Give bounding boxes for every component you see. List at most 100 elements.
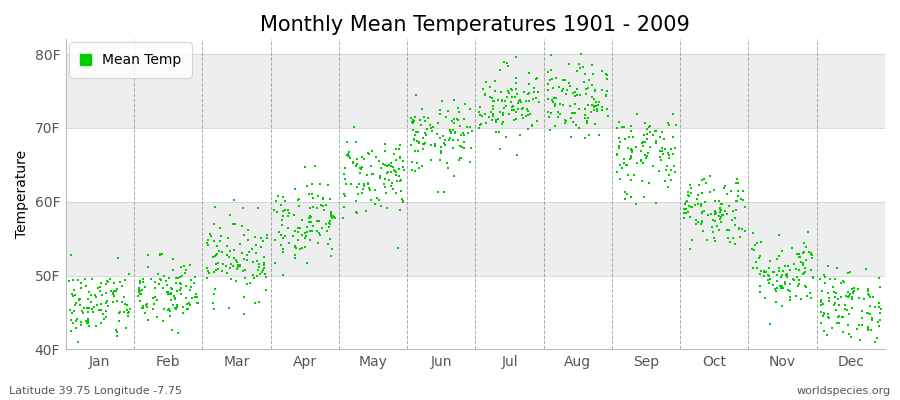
Point xyxy=(323,209,338,215)
Point xyxy=(233,262,248,269)
Point xyxy=(775,248,789,254)
Point xyxy=(94,284,108,290)
Point xyxy=(547,101,562,108)
Point xyxy=(508,116,523,122)
Point xyxy=(67,308,81,314)
Point xyxy=(457,138,472,145)
Point xyxy=(850,326,864,332)
Point xyxy=(201,242,215,248)
Point xyxy=(395,164,410,171)
Point xyxy=(762,280,777,287)
Point xyxy=(378,176,392,183)
Point xyxy=(595,87,609,93)
Point xyxy=(655,145,670,152)
Point xyxy=(166,256,181,263)
Point xyxy=(770,272,784,278)
Point xyxy=(64,317,78,323)
Point xyxy=(292,195,306,202)
Point xyxy=(232,262,247,268)
Point xyxy=(521,91,535,98)
Point xyxy=(305,191,320,198)
Point xyxy=(844,294,859,300)
Point xyxy=(94,320,108,327)
Point xyxy=(230,259,244,266)
Point xyxy=(444,128,458,135)
Point xyxy=(852,336,867,343)
Point xyxy=(636,160,651,166)
Point xyxy=(184,284,199,291)
Point xyxy=(298,244,312,250)
Point xyxy=(543,76,557,83)
Point xyxy=(842,293,856,300)
Point xyxy=(721,235,735,242)
Point xyxy=(698,208,712,214)
Point xyxy=(435,98,449,104)
Point xyxy=(250,258,265,264)
Point xyxy=(373,173,387,179)
Point xyxy=(365,170,380,177)
Point xyxy=(589,103,603,110)
Point xyxy=(396,198,410,204)
Point xyxy=(457,116,472,122)
Point xyxy=(861,326,876,333)
Point xyxy=(339,139,354,146)
Point xyxy=(322,220,337,226)
Point xyxy=(783,267,797,274)
Point xyxy=(320,240,335,247)
Point xyxy=(299,233,313,240)
Point xyxy=(212,248,226,255)
Point xyxy=(446,120,461,126)
Point xyxy=(303,213,318,219)
Point xyxy=(68,292,82,298)
Point xyxy=(521,108,535,115)
Point xyxy=(300,224,314,230)
Point xyxy=(120,302,134,308)
Point xyxy=(859,266,873,272)
Point xyxy=(239,251,254,258)
Point xyxy=(301,228,315,235)
Point xyxy=(389,157,403,164)
Text: Latitude 39.75 Longitude -7.75: Latitude 39.75 Longitude -7.75 xyxy=(9,386,182,396)
Point xyxy=(544,67,558,74)
Point xyxy=(230,262,245,268)
Point xyxy=(830,320,844,326)
Point xyxy=(785,245,799,252)
Point xyxy=(224,260,238,267)
Point xyxy=(626,134,640,140)
Point xyxy=(170,302,184,308)
Point xyxy=(588,88,602,94)
Point xyxy=(564,114,579,121)
Point xyxy=(708,218,723,224)
Point xyxy=(238,266,252,273)
Point xyxy=(504,87,518,94)
Point xyxy=(774,302,788,309)
Point xyxy=(447,115,462,122)
Point xyxy=(387,150,401,157)
Point xyxy=(349,156,364,162)
Point xyxy=(562,80,576,86)
Point xyxy=(384,180,399,187)
Point xyxy=(834,314,849,320)
Point xyxy=(526,96,540,102)
Point xyxy=(587,96,601,102)
Point xyxy=(507,107,521,113)
Point xyxy=(798,283,813,290)
Point xyxy=(274,217,289,223)
Point xyxy=(713,216,727,222)
Point xyxy=(165,291,179,298)
Point xyxy=(502,110,517,117)
Point xyxy=(242,249,256,256)
Point xyxy=(141,317,156,323)
Point xyxy=(804,267,818,274)
Point xyxy=(146,295,160,301)
Point xyxy=(662,155,677,161)
Point xyxy=(648,200,662,206)
Point xyxy=(541,109,555,115)
Point xyxy=(355,190,369,196)
Point xyxy=(584,109,598,116)
Point xyxy=(845,290,859,296)
Point xyxy=(342,153,356,159)
Point xyxy=(176,304,190,310)
Point xyxy=(434,144,448,150)
Point xyxy=(678,201,692,208)
